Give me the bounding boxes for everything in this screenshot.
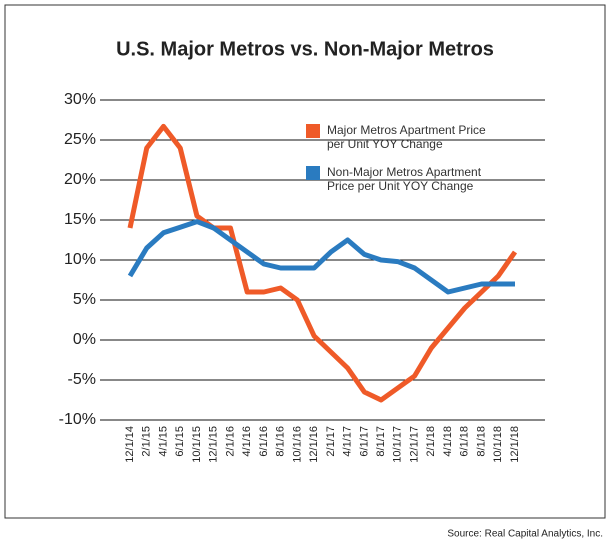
legend-swatch — [306, 166, 320, 180]
x-tick-label: 2/1/17 — [325, 426, 337, 457]
x-tick-label: 10/1/15 — [191, 426, 203, 463]
line-series — [127, 219, 515, 295]
legend-label: Non-Major Metros Apartment Price per Uni… — [327, 165, 482, 193]
x-tick-label: 10/1/16 — [291, 426, 303, 463]
x-tick-label: 4/1/18 — [442, 426, 454, 457]
x-tick-label: 12/1/18 — [509, 426, 521, 463]
y-tick-label: -10% — [59, 411, 96, 428]
x-tick-label: 4/1/17 — [342, 426, 354, 457]
y-tick-label: 15% — [64, 211, 96, 228]
x-tick-label: 4/1/15 — [157, 426, 169, 457]
x-tick-label: 6/1/15 — [174, 426, 186, 457]
x-tick-label: 6/1/18 — [459, 426, 471, 457]
x-tick-label: 2/1/15 — [141, 426, 153, 457]
line-series — [127, 123, 518, 403]
x-tick-label: 8/1/17 — [375, 426, 387, 457]
y-tick-label: 10% — [64, 251, 96, 268]
y-tick-label: -5% — [68, 371, 96, 388]
x-tick-label: 2/1/18 — [425, 426, 437, 457]
x-tick-label: 8/1/16 — [275, 426, 287, 457]
source: Source: Real Capital Analytics, Inc. — [447, 529, 603, 540]
legend-label: Major Metros Apartment Price per Unit YO… — [327, 123, 486, 151]
x-tick-label: 6/1/16 — [258, 426, 270, 457]
y-tick-label: 20% — [64, 171, 96, 188]
frame — [4, 4, 606, 519]
chart-title: U.S. Major Metros vs. Non-Major Metros — [116, 38, 494, 60]
x-tick-label: 12/1/17 — [408, 426, 420, 463]
legend-swatch — [306, 124, 320, 138]
y-tick-label: 30% — [64, 91, 96, 108]
x-tick-label: 12/1/14 — [124, 426, 136, 463]
x-tick-label: 2/1/16 — [224, 426, 236, 457]
x-tick-label: 4/1/16 — [241, 426, 253, 457]
x-tick-label: 10/1/18 — [492, 426, 504, 463]
x-tick-label: 10/1/17 — [392, 426, 404, 463]
x-tick-label: 6/1/17 — [358, 426, 370, 457]
x-tick-label: 12/1/15 — [208, 426, 220, 463]
x-tick-label: 12/1/16 — [308, 426, 320, 463]
y-tick-label: 25% — [64, 131, 96, 148]
y-tick-label: 5% — [73, 291, 96, 308]
y-tick-label: 0% — [73, 331, 96, 348]
x-tick-label: 8/1/18 — [475, 426, 487, 457]
